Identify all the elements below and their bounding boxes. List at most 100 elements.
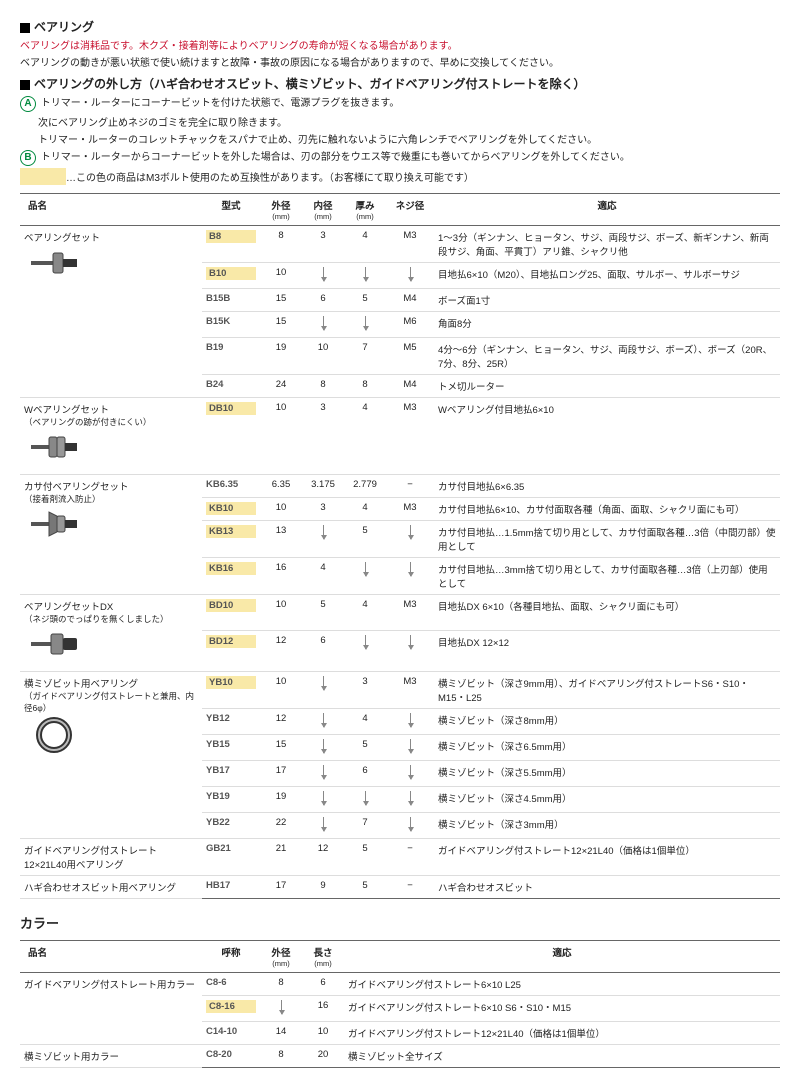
- th-len: 長さ(mm): [302, 941, 344, 973]
- od-cell: 10: [260, 398, 302, 475]
- code-cell: B15K: [202, 312, 260, 338]
- th-od2: 外径(mm): [260, 941, 302, 973]
- code-cell: BD10: [202, 595, 260, 631]
- th-name: 品名: [20, 194, 202, 226]
- collar-table: 品名 呼称 外径(mm) 長さ(mm) 適応 ガイドベアリング付ストレート用カラ…: [20, 940, 780, 1068]
- th-cell: 2.779: [344, 475, 386, 498]
- intro-title: ベアリング: [20, 18, 780, 35]
- screw-cell: −: [386, 475, 434, 498]
- group-name: 横ミゾビット用ベアリング（ガイドベアリング付ストレートと兼用、内径6φ）: [20, 672, 202, 839]
- app-cell: カサ付目地払6×6.35: [434, 475, 780, 498]
- code-cell: HB17: [202, 876, 260, 899]
- app-cell: カサ付目地払6×10、カサ付面取各種（角面、面取、シャクリ面にも可）: [434, 498, 780, 521]
- od-cell: 17: [260, 761, 302, 787]
- th-name2: 品名: [20, 941, 202, 973]
- code-cell: GB21: [202, 839, 260, 876]
- th-app2: 適応: [344, 941, 780, 973]
- th-cell: 6: [344, 761, 386, 787]
- app-cell: 横ミゾビット（深さ3mm用）: [434, 813, 780, 839]
- removal-title: ベアリングの外し方（ハギ合わせオスビット、横ミゾビット、ガイドベアリング付ストレ…: [20, 75, 780, 92]
- code-cell: B10: [202, 263, 260, 289]
- id-cell: 9: [302, 876, 344, 899]
- th-cell: [344, 631, 386, 672]
- id-cell: 6: [302, 631, 344, 672]
- code-cell: B15B: [202, 289, 260, 312]
- od-cell: 15: [260, 312, 302, 338]
- od-cell: 17: [260, 876, 302, 899]
- od-cell: 15: [260, 289, 302, 312]
- th-cell: 7: [344, 338, 386, 375]
- th-cell: [344, 787, 386, 813]
- group-name: カサ付ベアリングセット（接着剤流入防止）: [20, 475, 202, 595]
- od-cell: 10: [260, 498, 302, 521]
- th-cell: 3: [344, 672, 386, 709]
- id-cell: 6: [302, 289, 344, 312]
- step-a1: A トリマー・ルーターにコーナービットを付けた状態で、電源プラグを抜きます。: [20, 94, 780, 112]
- id-cell: 12: [302, 839, 344, 876]
- hl-note: …この色の商品はM3ボルト使用のため互換性があります。（お客様にて取り換え可能で…: [20, 168, 780, 185]
- id-cell: 4: [302, 558, 344, 595]
- th-app: 適応: [434, 194, 780, 226]
- code-cell: B8: [202, 226, 260, 263]
- th-od: 外径(mm): [260, 194, 302, 226]
- id-cell: [302, 787, 344, 813]
- od-cell: 8: [260, 1045, 302, 1068]
- screw-cell: M4: [386, 375, 434, 398]
- code-cell: C14-10: [202, 1022, 260, 1045]
- code-cell: B19: [202, 338, 260, 375]
- id-cell: [302, 312, 344, 338]
- step-a3: トリマー・ルーターのコレットチャックをスパナで止め、刃先に触れないように六角レン…: [20, 131, 780, 146]
- app-cell: 横ミゾビット全サイズ: [344, 1045, 780, 1068]
- intro-section: ベアリング ベアリングは消耗品です。木クズ・接着剤等によりベアリングの寿命が短く…: [20, 18, 780, 185]
- app-cell: ボーズ面1寸: [434, 289, 780, 312]
- product-image: [24, 714, 84, 756]
- th-id: 内径(mm): [302, 194, 344, 226]
- th-cell: [344, 312, 386, 338]
- screw-cell: M5: [386, 338, 434, 375]
- collar-title: カラー: [20, 913, 780, 932]
- screw-cell: M3: [386, 398, 434, 475]
- screw-cell: M3: [386, 672, 434, 709]
- product-image: [24, 625, 84, 667]
- group-name: ベアリングセットDX（ネジ頭のでっぱりを無くしました）: [20, 595, 202, 672]
- code-cell: YB19: [202, 787, 260, 813]
- th-th: 厚み(mm): [344, 194, 386, 226]
- screw-cell: [386, 558, 434, 595]
- th-cell: 5: [344, 735, 386, 761]
- code-cell: C8-20: [202, 1045, 260, 1068]
- code-cell: YB17: [202, 761, 260, 787]
- app-cell: 横ミゾビット（深さ9mm用）、ガイドベアリング付ストレートS6・S10・M15・…: [434, 672, 780, 709]
- od-cell: 8: [260, 973, 302, 996]
- th-cell: 7: [344, 813, 386, 839]
- id-cell: [302, 672, 344, 709]
- screw-cell: [386, 709, 434, 735]
- len-cell: 16: [302, 996, 344, 1022]
- th-cell: 8: [344, 375, 386, 398]
- od-cell: 16: [260, 558, 302, 595]
- screw-cell: M6: [386, 312, 434, 338]
- od-cell: 22: [260, 813, 302, 839]
- id-cell: [302, 761, 344, 787]
- id-cell: [302, 813, 344, 839]
- group-name: Wベアリングセット（ベアリングの跡が付きにくい）: [20, 398, 202, 475]
- od-cell: 24: [260, 375, 302, 398]
- screw-cell: [386, 787, 434, 813]
- group-name: ガイドベアリング付ストレート12×21L40用ベアリング: [20, 839, 202, 876]
- app-cell: ガイドベアリング付ストレート12×21L40（価格は1個単位）: [434, 839, 780, 876]
- id-cell: 5: [302, 595, 344, 631]
- screw-cell: M3: [386, 595, 434, 631]
- id-cell: 3: [302, 498, 344, 521]
- th-cell: 5: [344, 876, 386, 899]
- bearing-table: 品名 型式 外径(mm) 内径(mm) 厚み(mm) ネジ径 適応 ベアリングセ…: [20, 193, 780, 899]
- intro-red: ベアリングは消耗品です。木クズ・接着剤等によりベアリングの寿命が短くなる場合があ…: [20, 37, 780, 52]
- code-cell: YB22: [202, 813, 260, 839]
- th-screw: ネジ径: [386, 194, 434, 226]
- group-name: ベアリングセット: [20, 226, 202, 398]
- code-cell: KB10: [202, 498, 260, 521]
- id-cell: 8: [302, 375, 344, 398]
- len-cell: 10: [302, 1022, 344, 1045]
- screw-cell: −: [386, 876, 434, 899]
- th-cell: 5: [344, 289, 386, 312]
- app-cell: 角面8分: [434, 312, 780, 338]
- od-cell: 12: [260, 709, 302, 735]
